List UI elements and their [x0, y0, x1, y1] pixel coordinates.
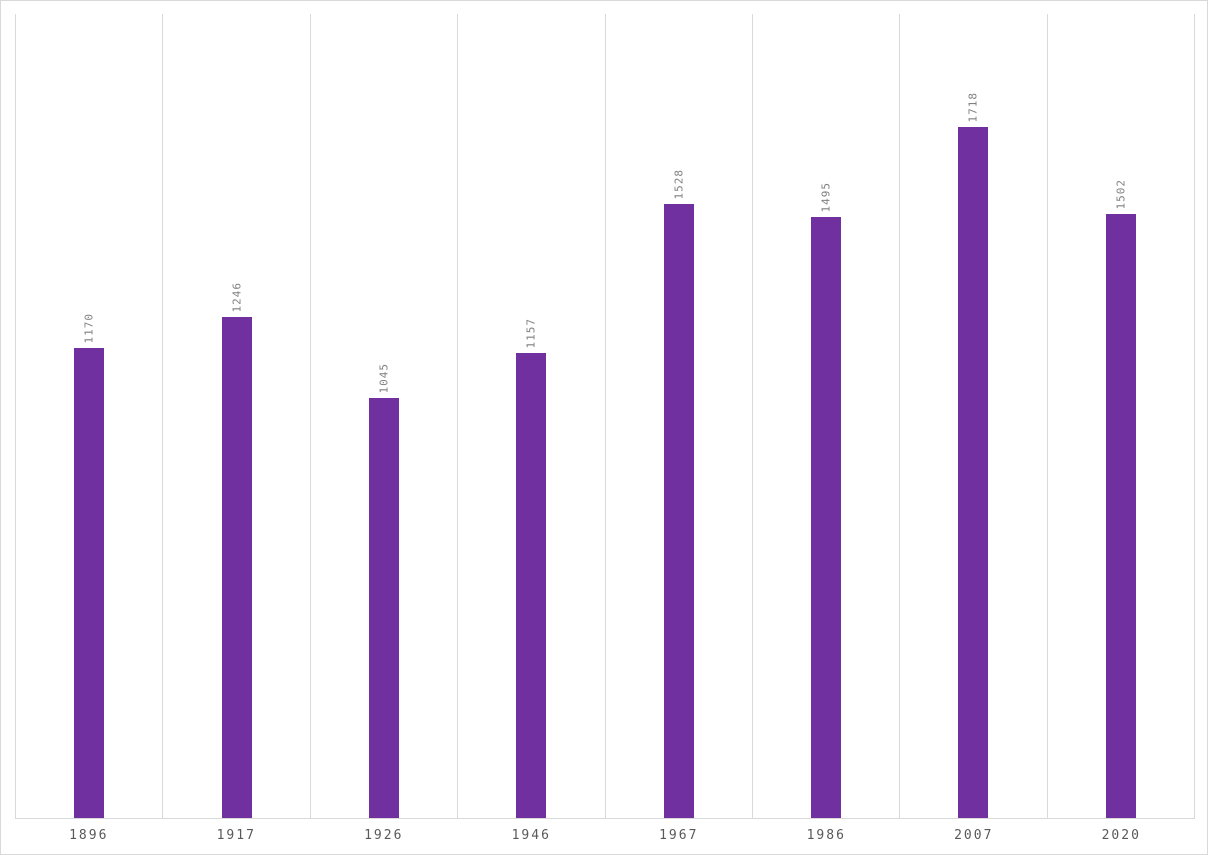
bar-value-label: 1502: [1114, 178, 1128, 210]
x-axis-label: 2007: [954, 828, 994, 843]
category-cell: 1495: [751, 14, 899, 818]
category-cell: 1170: [15, 14, 162, 818]
category-cell: 1246: [162, 14, 309, 818]
bar: [958, 127, 989, 818]
bar: [368, 398, 399, 818]
bar: [221, 317, 252, 818]
x-axis-label: 1967: [659, 828, 699, 843]
category-cell: 1045: [309, 14, 457, 818]
bar-value-label: 1157: [524, 317, 538, 349]
bar-value-label: 1170: [82, 312, 96, 344]
category-cell: 1502: [1046, 14, 1195, 818]
bar: [1105, 214, 1136, 818]
bar-value-label: 1495: [819, 181, 833, 213]
bar-value-label: 1045: [377, 362, 391, 394]
category-cell: 1528: [604, 14, 752, 818]
x-axis-label: 1946: [511, 828, 551, 843]
x-axis-label: 1896: [69, 828, 109, 843]
x-axis-label: 1917: [216, 828, 256, 843]
x-axis-label: 2020: [1101, 828, 1141, 843]
x-axis: 1896 1917 1926 1946 1967 1986 2007 2020: [15, 819, 1195, 843]
category-cell: 1157: [457, 14, 604, 818]
bar-value-label: 1528: [672, 168, 686, 200]
bar-value-label: 1718: [966, 91, 980, 123]
plot-area: 1170 1246 1045 1157 1528 1495 1718 1502: [15, 14, 1195, 819]
category-cell: 1718: [899, 14, 1046, 818]
bar: [74, 348, 105, 818]
x-axis-label: 1926: [364, 828, 404, 843]
bar: [811, 217, 842, 818]
bar: [516, 353, 547, 818]
bar: [663, 204, 694, 818]
bar-value-label: 1246: [230, 281, 244, 313]
x-axis-label: 1986: [806, 828, 846, 843]
